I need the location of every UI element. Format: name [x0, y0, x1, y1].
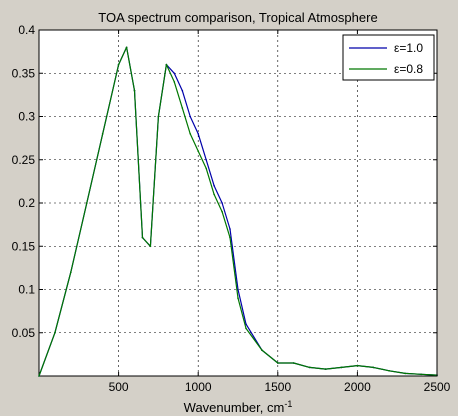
data-point — [229, 228, 231, 230]
data-point — [165, 63, 168, 66]
data-point — [205, 159, 207, 161]
x-tick-label: 1000 — [185, 380, 212, 394]
data-point — [308, 366, 311, 369]
data-point — [420, 373, 422, 376]
data-point — [229, 236, 231, 239]
data-point — [181, 89, 184, 92]
data-point — [70, 271, 72, 274]
data-point — [197, 133, 199, 135]
data-point — [277, 362, 279, 364]
x-axis-label: Wavenumber, cm-1 — [184, 399, 293, 415]
data-point — [221, 202, 223, 204]
data-point — [340, 366, 343, 369]
data-point — [189, 115, 191, 118]
data-point — [141, 236, 144, 239]
data-point — [213, 184, 215, 187]
data-point — [189, 133, 191, 135]
y-tick-label: 0.3 — [18, 110, 35, 124]
y-tick-label: 0.35 — [12, 66, 36, 80]
data-point — [173, 72, 176, 75]
data-point — [149, 245, 152, 248]
data-point — [54, 332, 56, 334]
x-tick-label: 2000 — [344, 380, 371, 394]
data-point — [117, 63, 120, 66]
plot-area — [38, 29, 438, 377]
y-tick-label: 0.15 — [12, 239, 36, 253]
data-point — [181, 107, 184, 109]
x-axis-label-text: Wavenumber, cm — [184, 400, 285, 415]
legend: ε=1.0 ε=0.8 — [342, 34, 435, 81]
data-point — [372, 366, 375, 369]
data-point — [388, 370, 391, 372]
y-tick-label: 0.4 — [18, 23, 35, 37]
data-point — [197, 150, 199, 152]
data-point — [205, 167, 207, 170]
chart-title: TOA spectrum comparison, Tropical Atmosp… — [98, 10, 377, 25]
data-point — [292, 362, 295, 364]
data-point — [125, 46, 128, 49]
data-point — [237, 288, 239, 291]
data-point — [133, 89, 136, 92]
axis-ticks: 500 1000 1500 2000 2500 0.05 0.1 0.15 0.2 0.25 0.3… — [12, 23, 451, 394]
data-point — [245, 323, 247, 325]
legend-label-eps-0-8: ε=0.8 — [394, 62, 423, 76]
y-tick-label: 0.2 — [18, 196, 35, 210]
x-axis-label-superscript: -1 — [284, 399, 292, 409]
data-point — [356, 364, 359, 367]
y-tick-label: 0.1 — [18, 283, 35, 297]
legend-label-eps-1-0: ε=1.0 — [394, 41, 423, 55]
series-layer — [38, 46, 438, 377]
series-line-eps-0-8 — [38, 46, 438, 377]
y-tick-label: 0.05 — [12, 326, 36, 340]
grid-lines — [39, 30, 437, 376]
data-point — [173, 81, 176, 83]
x-tick-label: 2500 — [424, 380, 451, 394]
data-point — [261, 349, 263, 351]
data-point — [245, 327, 247, 330]
data-point — [157, 115, 160, 118]
data-point — [101, 133, 104, 135]
x-tick-label: 500 — [109, 380, 129, 394]
data-point — [237, 297, 239, 299]
data-point — [213, 193, 215, 196]
data-point — [404, 372, 407, 375]
x-tick-label: 1500 — [264, 380, 291, 394]
data-point — [324, 368, 327, 370]
legend-box — [342, 34, 435, 81]
data-point — [38, 375, 40, 377]
data-point — [86, 202, 88, 204]
data-point — [221, 210, 223, 213]
y-tick-label: 0.25 — [12, 153, 36, 167]
